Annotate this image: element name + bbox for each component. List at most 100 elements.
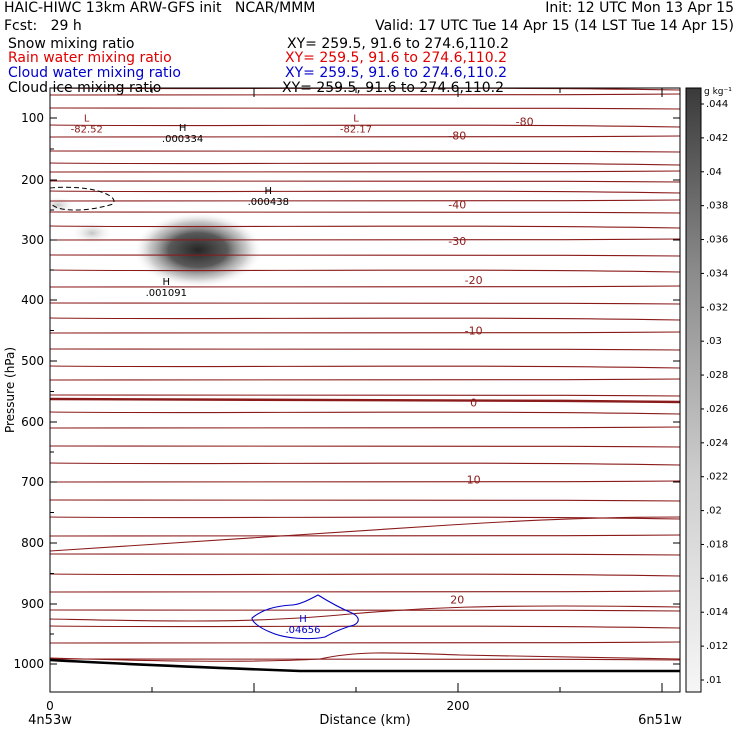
field-label-cloud-water: Cloud water mixing ratio <box>8 65 181 81</box>
contour-value-label: -80 <box>448 129 466 142</box>
colorbar-tick-label: .034 <box>706 268 728 279</box>
contour-value-label: -80 <box>516 116 534 129</box>
colorbar-tick-label: .036 <box>706 235 728 246</box>
colorbar-tick-label: .044 <box>706 99 728 110</box>
field-xy-snow: XY= 259.5, 91.6 to 274.6,110.2 <box>287 36 510 52</box>
x-axis-title: Distance (km) <box>319 713 410 728</box>
contour-value-label: -40 <box>448 199 466 212</box>
y-tick-label: 500 <box>21 354 44 368</box>
temperature-contour <box>50 573 680 577</box>
temperature-contour <box>50 107 680 110</box>
contour-value-label: 0 <box>470 396 477 409</box>
temperature-contour <box>50 590 680 593</box>
x-axis-left-location: 4n53w <box>28 713 72 728</box>
temperature-contour <box>50 225 680 229</box>
plot-frame <box>49 87 681 693</box>
temperature-contour <box>50 426 680 429</box>
x-tick-label: 200 <box>447 699 470 713</box>
temperature-contour <box>50 365 680 369</box>
extremum-marker: L <box>84 114 90 125</box>
temperature-contour <box>50 93 680 96</box>
temperature-contour <box>50 378 680 381</box>
colorbar <box>685 87 702 693</box>
snow-mixing-ratio-shading-secondary <box>70 221 114 245</box>
extremum-value: .04656 <box>285 625 320 636</box>
extremum-marker: H <box>265 186 273 197</box>
field-xy-cloud-water: XY= 259.5, 91.6 to 274.6,110.2 <box>285 65 508 81</box>
temperature-contour <box>50 135 680 138</box>
temperature-contour <box>50 499 680 502</box>
contour-value-label: 10 <box>467 474 481 487</box>
temperature-contour <box>50 285 680 288</box>
extremum-value: -82.52 <box>71 125 103 136</box>
terrain-surface-line <box>49 658 680 673</box>
temperature-contour <box>50 170 680 173</box>
temperature-contour <box>50 480 680 483</box>
temperature-contour <box>50 211 680 214</box>
field-xy-rain: XY= 259.5, 91.6 to 274.6,110.2 <box>285 50 508 66</box>
temperature-contour <box>50 317 680 321</box>
colorbar-tick-label: .014 <box>706 607 728 618</box>
temperature-contour <box>50 150 680 153</box>
temperature-contour <box>50 652 680 662</box>
y-tick-label: 600 <box>21 415 44 429</box>
colorbar-tick-label: .028 <box>706 370 728 381</box>
y-tick-label: 800 <box>21 536 44 550</box>
temperature-contour <box>50 190 680 194</box>
valid-time: Valid: 17 UTC Tue 14 Apr 15 (14 LST Tue … <box>375 18 734 34</box>
temperature-contour <box>50 269 680 273</box>
temperature-contour <box>50 641 680 644</box>
contour-value-label: -20 <box>465 274 483 287</box>
colorbar-tick-label: .01 <box>706 675 722 686</box>
colorbar-tick-label: .022 <box>706 472 728 483</box>
temperature-contour <box>50 302 680 305</box>
extremum-value: .000334 <box>162 134 203 145</box>
colorbar-tick-label: .042 <box>706 133 728 144</box>
y-tick-label: 700 <box>21 475 44 489</box>
y-tick-label: 100 <box>21 111 44 125</box>
temperature-contour <box>50 254 680 257</box>
y-tick-label: 1000 <box>13 657 44 671</box>
colorbar-tick-label: .032 <box>706 302 728 313</box>
title-left: HAIC-HIWC 13km ARW-GFS init NCAR/MMM <box>4 0 316 16</box>
y-tick-label: 300 <box>21 233 44 247</box>
forecast-hour: Fcst: 29 h <box>4 18 82 34</box>
temperature-contour <box>50 199 680 202</box>
y-axis-title: Pressure (hPa) <box>3 347 17 433</box>
extremum-value: .000438 <box>248 197 289 208</box>
colorbar-tick-label: .02 <box>706 506 722 517</box>
temperature-contour <box>50 331 680 334</box>
colorbar-tick-label: .012 <box>706 641 728 652</box>
y-tick-label: 900 <box>21 597 44 611</box>
temperature-contour <box>50 411 680 415</box>
extremum-marker: H <box>179 123 187 134</box>
field-label-rain: Rain water mixing ratio <box>8 50 172 66</box>
x-tick-label: 0 <box>46 699 54 713</box>
contour-value-label: -30 <box>448 235 466 248</box>
init-time: Init: 12 UTC Mon 13 Apr 15 <box>545 0 734 16</box>
extremum-marker: H <box>163 277 171 288</box>
extremum-marker: H <box>299 614 307 625</box>
temperature-contour <box>50 394 680 397</box>
temperature-contour <box>50 445 680 448</box>
colorbar-tick-label: .016 <box>706 573 728 584</box>
temperature-contour <box>50 180 680 183</box>
temperature-contour <box>50 605 680 622</box>
contour-value-label: 20 <box>450 594 464 607</box>
snow-mixing-ratio-shading-edge <box>50 196 76 214</box>
colorbar-unit: g kg⁻¹ <box>704 87 732 97</box>
extremum-value: .001091 <box>146 288 187 299</box>
cloud-ice-contour <box>49 186 115 211</box>
colorbar-tick-label: .03 <box>706 336 722 347</box>
temperature-contour <box>50 162 680 166</box>
field-label-snow: Snow mixing ratio <box>8 36 135 52</box>
temperature-contour <box>50 238 680 241</box>
colorbar-tick-label: .04 <box>706 167 722 178</box>
cloud-water-contour <box>251 594 359 640</box>
contour-value-label: -10 <box>465 325 483 338</box>
temperature-contour <box>50 516 680 520</box>
temperature-contour <box>50 553 680 556</box>
temperature-contour <box>50 609 680 612</box>
colorbar-tick-label: .038 <box>706 201 728 212</box>
